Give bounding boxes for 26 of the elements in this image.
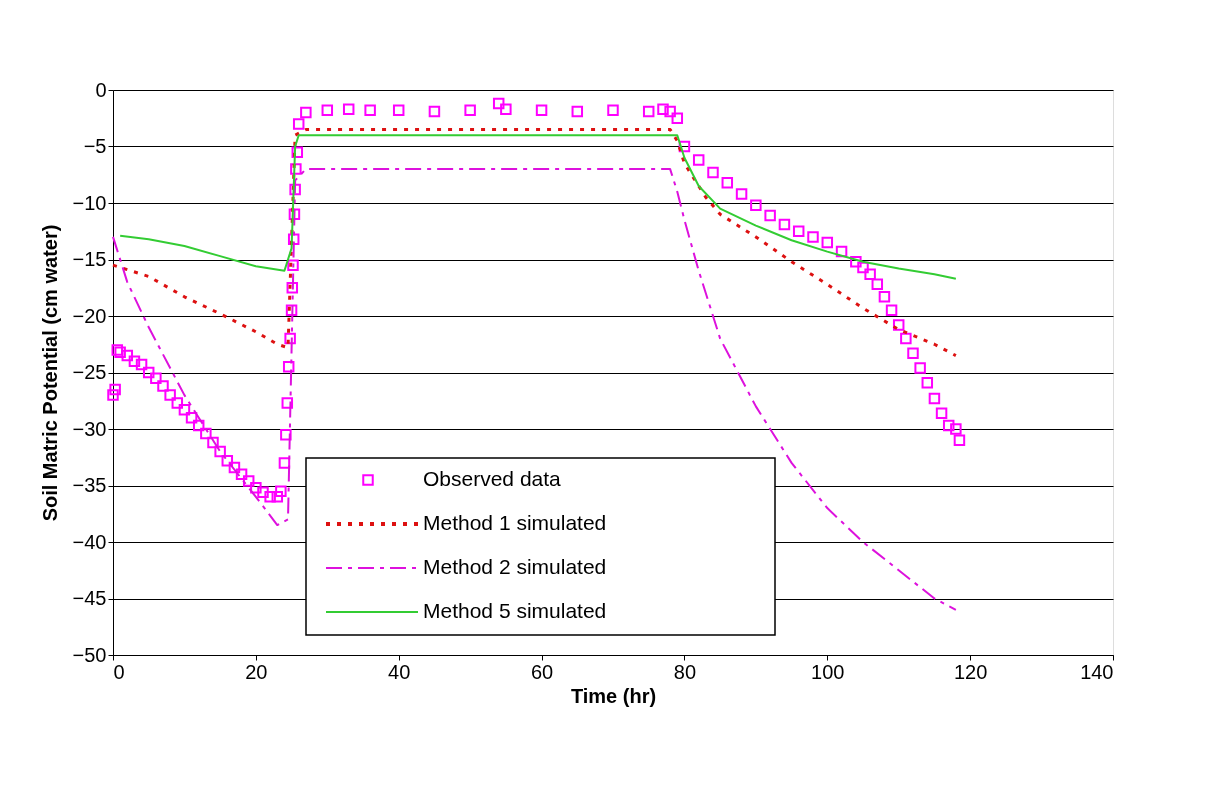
x-axis-title: Time (hr)	[570, 684, 657, 707]
x-tick-label: 40	[388, 660, 411, 683]
x-tick-label: 140	[1080, 660, 1114, 683]
x-tick-label: 0	[113, 660, 125, 683]
legend-label: Method 5 simulated	[423, 599, 607, 622]
x-tick-label: 120	[953, 660, 988, 683]
y-tick-label: −40	[72, 530, 107, 553]
y-tick-label: −5	[83, 135, 107, 157]
y-tick-label: −15	[72, 248, 107, 270]
y-tick-label: −45	[72, 587, 107, 609]
y-tick-label: −35	[72, 474, 107, 496]
x-tick-label: 80	[673, 660, 697, 683]
legend-label: Method 2 simulated	[423, 555, 607, 578]
y-axis-title: Soil Matric Potential (cm water)	[38, 224, 61, 522]
legend-label: Method 1 simulated	[423, 511, 607, 534]
line-series	[119, 134, 957, 280]
x-tick-label: 100	[811, 660, 845, 683]
y-tick-label: −50	[72, 643, 107, 666]
y-tick-label: −25	[72, 361, 107, 383]
legend-label: Observed data	[423, 467, 562, 490]
y-tick-label: 0	[95, 78, 107, 101]
y-tick-label: −20	[72, 304, 107, 327]
x-tick-label: 20	[245, 660, 268, 683]
y-tick-label: −30	[72, 417, 107, 440]
y-tick-label: −10	[72, 191, 107, 214]
x-tick-label: 60	[530, 660, 554, 683]
